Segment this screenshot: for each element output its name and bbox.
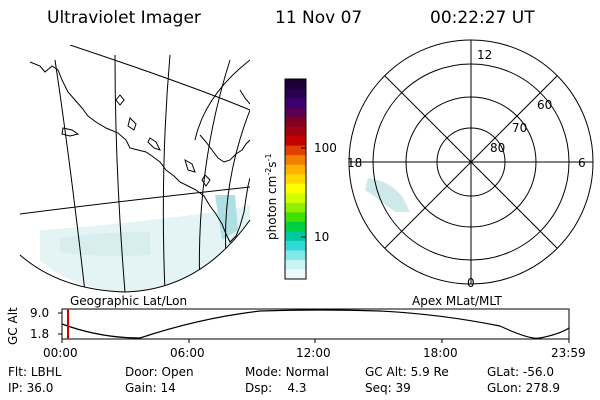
colorbar-unit-label: photon cm-2s-1 bbox=[264, 153, 279, 240]
timeline-ytick-9: 9.0 bbox=[30, 306, 50, 320]
colorbar-band bbox=[285, 164, 306, 175]
aurora-speckle-right bbox=[365, 178, 410, 212]
status-ip: IP: 36.0 bbox=[8, 381, 54, 395]
colorbar-band bbox=[285, 88, 306, 99]
colorbar-band bbox=[285, 136, 306, 147]
app-title: Ultraviolet Imager bbox=[47, 8, 201, 28]
colorbar-band bbox=[285, 79, 306, 90]
geographic-map bbox=[20, 45, 250, 292]
timeline-xtick-1200: 12:00 bbox=[296, 346, 331, 360]
aurora-speckle-left bbox=[40, 195, 250, 292]
altitude-timeline bbox=[58, 308, 570, 343]
colorbar-tick-10: 10 bbox=[314, 230, 330, 244]
mlt-label-0: 0 bbox=[467, 276, 475, 290]
geographic-caption: Geographic Lat/Lon bbox=[70, 294, 188, 308]
time-label: 00:22:27 UT bbox=[430, 8, 535, 28]
colorbar-band bbox=[285, 126, 306, 137]
map-limb bbox=[19, 219, 251, 293]
altitude-curve bbox=[61, 309, 570, 339]
colorbar-band bbox=[285, 117, 306, 128]
colorbar-band bbox=[285, 107, 306, 118]
status-glon: GLon: 278.9 bbox=[487, 381, 560, 395]
colorbar-band bbox=[285, 193, 306, 204]
colorbar-band bbox=[285, 240, 306, 251]
mlat-label-80: 80 bbox=[490, 141, 506, 155]
mlat-label-70: 70 bbox=[512, 121, 528, 135]
timeline-xtick-2359: 23:59 bbox=[551, 346, 586, 360]
colorbar-band bbox=[285, 231, 306, 242]
status-dsp: Dsp: 4.3 bbox=[245, 381, 307, 395]
colorbar-band bbox=[285, 250, 306, 261]
status-mode: Mode: Normal bbox=[245, 365, 329, 379]
status-gc-alt: GC Alt: 5.9 Re bbox=[365, 365, 449, 379]
colorbar-band bbox=[285, 212, 306, 223]
colorbar-band bbox=[285, 269, 306, 280]
colorbar-tick-100: 100 bbox=[314, 141, 337, 155]
colorbar-band bbox=[285, 174, 306, 185]
status-glat: GLat: -56.0 bbox=[487, 365, 554, 379]
mlat-label-60: 60 bbox=[537, 98, 553, 112]
colorbar-band bbox=[285, 98, 306, 109]
mlt-label-18: 18 bbox=[347, 156, 363, 170]
mlt-label-6: 6 bbox=[578, 156, 586, 170]
timeline-xtick-0000: 00:00 bbox=[43, 346, 78, 360]
timeline-ylabel: GC Alt bbox=[6, 307, 20, 345]
colorbar-band bbox=[285, 145, 306, 156]
colorbar-band bbox=[285, 221, 306, 232]
apex-caption: Apex MLat/MLT bbox=[412, 294, 502, 308]
status-gain: Gain: 14 bbox=[125, 381, 176, 395]
mlt-label-12: 12 bbox=[477, 48, 493, 62]
colorbar-band bbox=[285, 259, 306, 270]
colorbar bbox=[284, 78, 307, 280]
polar-plot bbox=[348, 39, 594, 285]
status-door: Door: Open bbox=[125, 365, 194, 379]
colorbar-band bbox=[285, 202, 306, 213]
colorbar-band bbox=[285, 155, 306, 166]
timeline-xtick-0600: 06:00 bbox=[170, 346, 205, 360]
colorbar-band bbox=[285, 183, 306, 194]
status-seq: Seq: 39 bbox=[365, 381, 411, 395]
timeline-ytick-1-8: 1.8 bbox=[30, 327, 50, 341]
timeline-xtick-1800: 18:00 bbox=[423, 346, 458, 360]
date-label: 11 Nov 07 bbox=[275, 8, 363, 28]
status-filter: Flt: LBHL bbox=[8, 365, 62, 379]
